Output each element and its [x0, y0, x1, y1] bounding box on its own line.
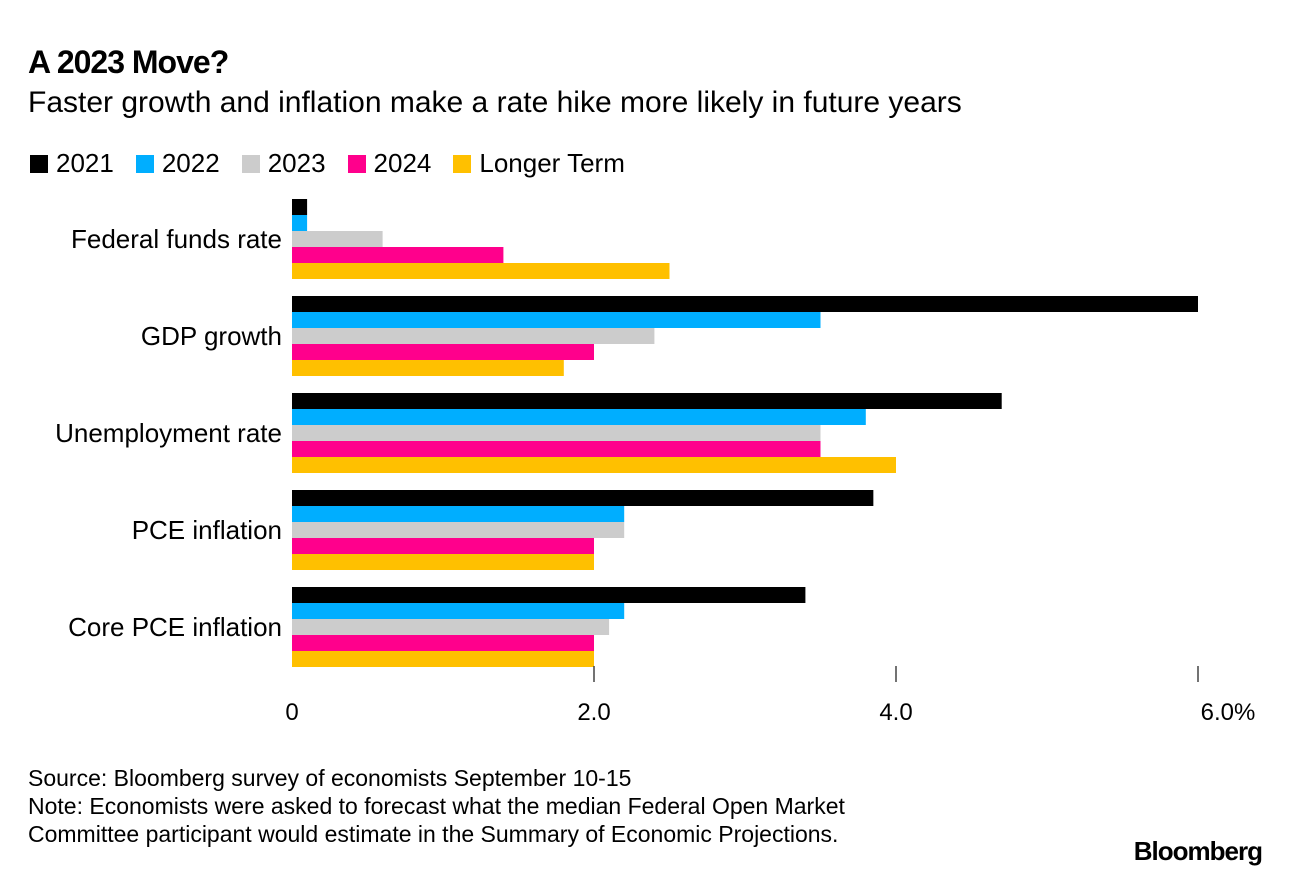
bar-2022-unemployment-rate — [292, 409, 866, 425]
bar-2023-gdp-growth — [292, 328, 655, 344]
legend-label: 2022 — [161, 148, 220, 178]
bar-2024-pce-inflation — [292, 538, 594, 554]
legend: 2021 2022 2023 2024 Longer Term — [30, 148, 647, 179]
footer: Source: Bloomberg survey of economists S… — [28, 764, 845, 848]
x-tick-label: 0 — [285, 699, 298, 726]
category-label: Core PCE inflation — [68, 612, 282, 642]
bar-2024-core-pce-inflation — [292, 635, 594, 651]
legend-swatch — [347, 154, 366, 173]
bar-2021-gdp-growth — [292, 296, 1198, 312]
bar-2024-unemployment-rate — [292, 441, 821, 457]
category-label: PCE inflation — [132, 515, 282, 545]
bar-2021-unemployment-rate — [292, 393, 1002, 409]
bar-2021-pce-inflation — [292, 490, 874, 506]
legend-label: 2023 — [267, 148, 326, 178]
bar-2023-federal-funds-rate — [292, 231, 383, 247]
bar-2024-federal-funds-rate — [292, 247, 504, 263]
bar-2022-federal-funds-rate — [292, 215, 308, 231]
legend-label: 2024 — [373, 148, 432, 178]
bar-2022-pce-inflation — [292, 506, 625, 522]
x-tick-label: 2.0 — [577, 699, 610, 726]
bar-2022-core-pce-inflation — [292, 603, 625, 619]
legend-item-2024: 2024 — [347, 148, 432, 179]
bar-longer-term-pce-inflation — [292, 554, 594, 570]
legend-item-2021: 2021 — [30, 148, 114, 179]
legend-swatch — [241, 154, 260, 173]
bar-longer-term-unemployment-rate — [292, 457, 896, 473]
legend-swatch — [453, 154, 472, 173]
category-label: Unemployment rate — [55, 418, 282, 448]
legend-label: 2021 — [56, 148, 114, 178]
bar-longer-term-federal-funds-rate — [292, 263, 670, 279]
chart-subtitle: Faster growth and inflation make a rate … — [28, 86, 962, 119]
bar-longer-term-gdp-growth — [292, 360, 564, 376]
bloomberg-logo: Bloomberg — [1133, 836, 1263, 866]
bar-2021-core-pce-inflation — [292, 587, 806, 603]
legend-swatch — [135, 154, 154, 173]
source-note: Source: Bloomberg survey of economists S… — [28, 765, 632, 791]
legend-label: Longer Term — [479, 148, 625, 178]
bar-2023-core-pce-inflation — [292, 619, 610, 635]
legend-item-2023: 2023 — [241, 148, 326, 179]
category-label: Federal funds rate — [71, 224, 282, 254]
bar-longer-term-core-pce-inflation — [292, 651, 594, 667]
note-line-1: Note: Economists were asked to forecast … — [28, 793, 845, 819]
x-tick-label: 4.0 — [879, 699, 912, 726]
bar-2021-federal-funds-rate — [292, 199, 308, 215]
legend-item-longer-term: Longer Term — [453, 148, 625, 179]
bar-2022-gdp-growth — [292, 312, 821, 328]
x-tick-label: 6.0% — [1201, 699, 1256, 726]
note-line-2: Committee participant would estimate in … — [28, 821, 839, 847]
category-label: GDP growth — [141, 321, 282, 351]
legend-swatch — [30, 154, 48, 173]
bar-2023-pce-inflation — [292, 522, 625, 538]
bar-2023-unemployment-rate — [292, 425, 821, 441]
chart-title: A 2023 Move? — [28, 44, 229, 80]
legend-item-2022: 2022 — [135, 148, 220, 179]
bar-2024-gdp-growth — [292, 344, 594, 360]
